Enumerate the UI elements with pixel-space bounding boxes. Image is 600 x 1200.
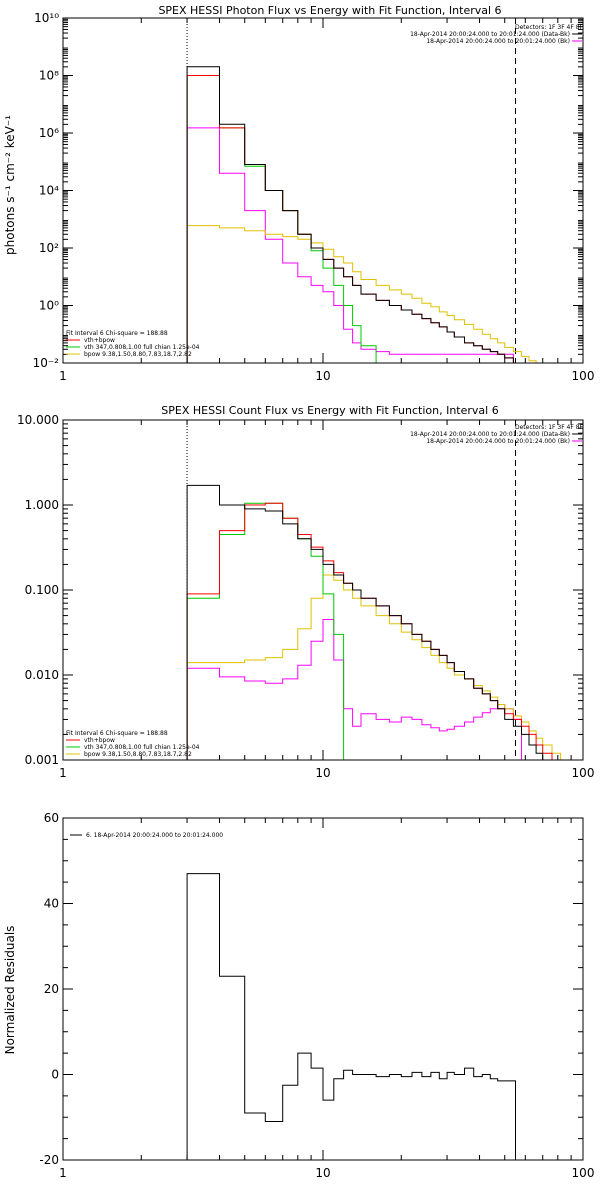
series-step-line — [186, 225, 543, 364]
legend-top-text: 18-Apr-2014 20:00:24.000 to 20:01:24.000… — [426, 38, 570, 45]
y-tick-label: 0.010 — [25, 668, 59, 682]
y-tick-label: 10⁻² — [33, 356, 60, 370]
legend-bottom-entry: bpow 9.38,1.50,8.80,7.83,18.7,2.82 — [66, 351, 192, 358]
x-tick-label: 10 — [315, 1166, 330, 1180]
legend-top-entry: 18-Apr-2014 20:00:24.000 to 20:01:24.000… — [426, 438, 582, 445]
series-step-line — [186, 75, 543, 364]
y-tick-label: 10⁰ — [39, 299, 59, 313]
x-tick-label: 1 — [59, 1166, 67, 1180]
y-tick-label: 0 — [51, 1068, 59, 1082]
legend-top-text: 18-Apr-2014 20:00:24.000 to 20:01:24.000… — [410, 431, 570, 438]
series-step-line — [186, 619, 576, 761]
legend-bottom-entry: vth 347,0.808,1.00 full chian 1.25e-04 — [66, 744, 200, 751]
y-tick-label: 10⁴ — [39, 184, 59, 198]
x-tick-label: 10 — [315, 369, 330, 383]
series-step-line — [186, 502, 576, 761]
legend-bottom-text: bpow 9.38,1.50,8.80,7.83,18.7,2.82 — [84, 751, 192, 758]
chart-title: SPEX HESSI Photon Flux vs Energy with Fi… — [158, 4, 501, 17]
x-tick-label: 1 — [59, 766, 67, 780]
series-step-line — [186, 484, 576, 761]
count-flux-chart: SPEX HESSI Count Flux vs Energy with Fit… — [17, 404, 594, 780]
y-axis-label: Normalized Residuals — [3, 926, 17, 1055]
y-tick-label: 40 — [44, 897, 59, 911]
series-step-line — [186, 75, 543, 364]
axis-ticks: 1 10 100 0.001 0.010 0.100 1.000 10.000 — [17, 413, 594, 780]
y-tick-label: 20 — [44, 982, 59, 996]
legend-bottom-text: vth 347,0.808,1.00 full chian 1.25e-04 — [84, 344, 200, 351]
legend-bottom-text: vth+bpow — [84, 337, 115, 344]
x-tick-label: 10 — [315, 766, 330, 780]
series-step-line — [186, 574, 576, 761]
plot-marks — [186, 873, 516, 1160]
plot-marks — [186, 420, 576, 761]
y-tick-label: 60 — [44, 811, 59, 825]
legend-top-entry: 18-Apr-2014 20:00:24.000 to 20:01:24.000… — [410, 431, 582, 438]
legend-bottom-entry: vth 347,0.808,1.00 full chian 1.25e-04 — [66, 344, 200, 351]
legend-bottom-entry: vth+bpow — [66, 337, 115, 344]
chart-title: SPEX HESSI Count Flux vs Energy with Fit… — [161, 404, 498, 417]
legend-top-text: 18-Apr-2014 20:00:24.000 to 20:01:24.000… — [426, 438, 570, 445]
photon-flux-chart: SPEX HESSI Photon Flux vs Energy with Fi… — [3, 4, 595, 383]
plot-frame — [62, 17, 584, 364]
y-tick-label: 10⁸ — [39, 69, 59, 83]
series-step-line — [186, 502, 576, 761]
y-tick-label: 0.001 — [25, 753, 59, 767]
y-tick-label: 0.100 — [25, 583, 59, 597]
legend-top-entry: 18-Apr-2014 20:00:24.000 to 20:01:24.000… — [410, 31, 582, 38]
x-tick-label: 100 — [572, 1166, 595, 1180]
y-tick-label: 10⁶ — [39, 126, 59, 140]
series-step-line — [186, 127, 543, 364]
legend-bottom-entry: vth+bpow — [66, 737, 115, 744]
series-step-line — [186, 873, 516, 1160]
legend-bottom-text: vth 347,0.808,1.00 full chian 1.25e-04 — [84, 744, 200, 751]
axis-ticks: 1 10 100 -20 0 20 40 60 — [39, 811, 594, 1180]
plot-marks — [186, 18, 543, 364]
legend-detectors: Detectors: 1F 3F 4F 8F — [515, 424, 584, 431]
legend-entry: 6. 18-Apr-2014 20:00:24.000 to 20:01:24.… — [70, 832, 223, 839]
axis-ticks: 1 10 100 10⁻² 10⁰ 10² 10⁴ 10⁶ 10⁸ 10¹⁰ — [33, 11, 595, 383]
legend-text: 6. 18-Apr-2014 20:00:24.000 to 20:01:24.… — [86, 832, 223, 839]
legend-top-entry: 18-Apr-2014 20:00:24.000 to 20:01:24.000… — [426, 38, 582, 45]
legend-bottom-entry: bpow 9.38,1.50,8.80,7.83,18.7,2.82 — [66, 751, 192, 758]
plot-frame — [62, 817, 584, 1161]
y-tick-label: 10.000 — [17, 413, 59, 427]
series-step-line — [186, 66, 543, 364]
legend-bottom-text: vth+bpow — [84, 737, 115, 744]
y-axis-label: photons s⁻¹ cm⁻² keV⁻¹ — [3, 115, 17, 255]
legend-detectors: Detectors: 1F 3F 4F 8F — [515, 24, 584, 31]
y-tick-label: 1.000 — [25, 498, 59, 512]
legend-top-text: 18-Apr-2014 20:00:24.000 to 20:01:24.000… — [410, 31, 570, 38]
legend-header: Fit Interval 6 Chi-square = 188.88 — [66, 330, 168, 337]
x-tick-label: 1 — [59, 369, 67, 383]
y-tick-label: -20 — [39, 1153, 59, 1167]
residuals-chart: Normalized Residuals 1 10 100 -20 0 20 40 60 6.… — [3, 811, 594, 1180]
legend-bottom-text: bpow 9.38,1.50,8.80,7.83,18.7,2.82 — [84, 351, 192, 358]
legend-header: Fit Interval 6 Chi-square = 188.88 — [66, 730, 168, 737]
x-tick-label: 100 — [572, 766, 595, 780]
y-tick-label: 10¹⁰ — [34, 11, 59, 25]
x-tick-label: 100 — [572, 369, 595, 383]
y-tick-label: 10² — [39, 241, 59, 255]
